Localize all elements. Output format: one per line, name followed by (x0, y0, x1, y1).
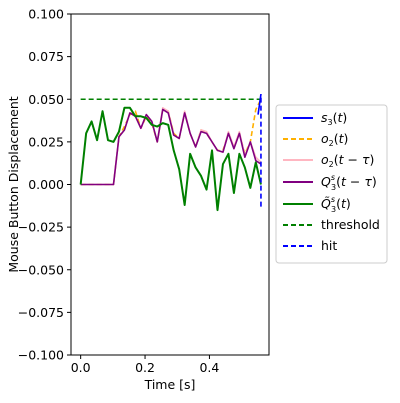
legend-label-q3s-delayed: Qs 3(t − τ) (321, 173, 377, 192)
legend-label-threshold: threshold (321, 217, 380, 232)
legend-label-q3s-tilde: Q̃s 3(t) (321, 195, 351, 214)
y-tick-label: −0.100 (18, 348, 64, 363)
legend-label-o2-delayed: o2(t − τ) (321, 152, 374, 169)
series-line-o2 (80, 98, 262, 186)
x-tick-label: 0.2 (135, 360, 155, 375)
series-line-o2-delayed (80, 106, 262, 186)
y-tick-label: 0.050 (28, 92, 64, 107)
series-line-q3s-delayed (80, 108, 262, 186)
x-tick-label: 0.0 (71, 360, 91, 375)
y-axis-label: Mouse Button Displacement (6, 96, 21, 272)
y-tick-label: −0.075 (18, 305, 64, 320)
y-tick-label: 0.000 (28, 177, 64, 192)
x-axis-label: Time [s] (144, 377, 196, 392)
y-tick-label: 0.075 (28, 49, 64, 64)
y-tick-label: 0.100 (28, 7, 64, 22)
series-line-s3 (257, 94, 262, 115)
series-line-q3s-tilde (79, 106, 262, 212)
x-tick-label: 0.4 (199, 360, 219, 375)
series-layer (79, 94, 262, 212)
legend-label-hit: hit (321, 238, 337, 253)
legend-label-s3: s3(t) (321, 110, 347, 127)
y-tick-label: −0.025 (18, 220, 64, 235)
x-axis: 0.0 0.2 0.4 (71, 355, 219, 375)
y-tick-label: 0.025 (28, 134, 64, 149)
legend-frame (275, 104, 388, 264)
y-tick-label: −0.050 (18, 262, 64, 277)
y-axis: −0.100 −0.075 −0.050 −0.025 0.000 0.025 0.050 0… (18, 7, 71, 363)
legend: s3(t) o2(t) o2(t − τ) Qs 3(t − τ) Q̃s 3(t)… (275, 104, 388, 264)
legend-label-o2: o2(t) (321, 131, 348, 148)
